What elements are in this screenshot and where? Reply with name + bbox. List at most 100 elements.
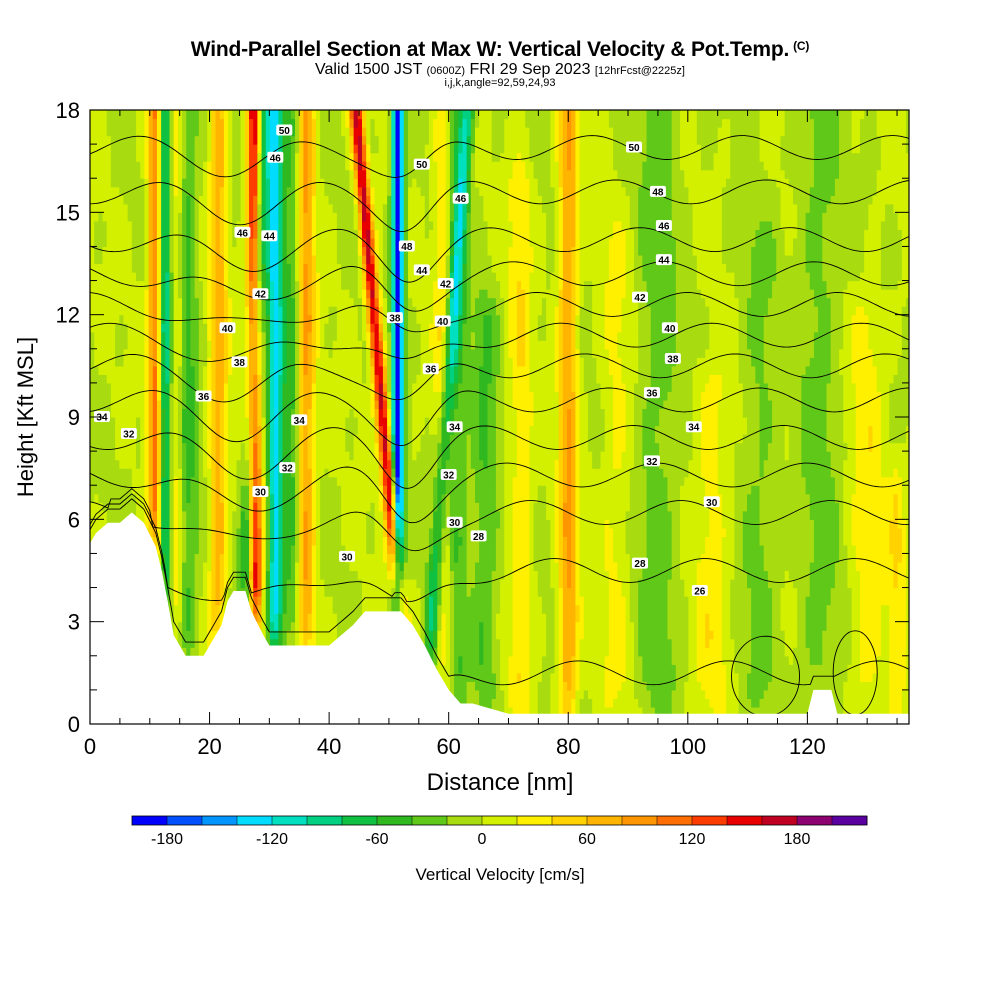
velocity-cell [311, 110, 317, 120]
velocity-cell [90, 289, 95, 299]
velocity-cell [152, 417, 158, 427]
velocity-cell [211, 254, 217, 265]
velocity-cell [131, 144, 137, 154]
velocity-cell [286, 382, 292, 393]
velocity-cell [307, 144, 313, 154]
velocity-cell [115, 297, 120, 307]
velocity-cell [173, 493, 179, 503]
velocity-cell [253, 280, 258, 290]
velocity-cell [257, 254, 263, 265]
velocity-cell [219, 331, 225, 341]
velocity-cell [303, 408, 309, 418]
velocity-cell [332, 468, 338, 478]
velocity-cell [169, 331, 175, 341]
velocity-cell [295, 553, 300, 563]
velocity-cell [156, 280, 162, 290]
velocity-cell [228, 434, 233, 444]
velocity-cell [94, 280, 99, 290]
velocity-cell [370, 280, 376, 290]
velocity-cell [94, 399, 99, 410]
velocity-cell [106, 144, 112, 154]
velocity-cell [370, 323, 376, 333]
velocity-cell [278, 391, 284, 401]
velocity-cell [253, 263, 258, 273]
velocity-cell [161, 374, 166, 384]
velocity-cell [136, 237, 141, 248]
velocity-cell [123, 152, 129, 162]
velocity-cell [362, 323, 367, 333]
velocity-cell [102, 161, 108, 171]
velocity-cell [240, 203, 246, 213]
velocity-cell [161, 161, 166, 171]
velocity-cell [362, 510, 367, 520]
velocity-cell [177, 186, 183, 196]
velocity-cell [173, 570, 179, 580]
velocity-cell [345, 434, 351, 444]
velocity-cell [169, 229, 175, 239]
velocity-cell [324, 152, 330, 162]
velocity-cell [215, 425, 221, 435]
velocity-cell [253, 127, 258, 137]
velocity-cell [232, 365, 238, 375]
velocity-cell [249, 263, 254, 273]
velocity-cell [228, 161, 233, 171]
velocity-cell [290, 348, 296, 358]
velocity-cell [278, 297, 284, 307]
velocity-cell [115, 502, 120, 512]
velocity-cell [303, 493, 309, 503]
velocity-cell [90, 357, 95, 367]
velocity-cell [278, 254, 284, 265]
velocity-cell [219, 118, 225, 128]
velocity-cell [144, 272, 150, 282]
velocity-cell [341, 561, 346, 572]
velocity-cell [353, 391, 359, 401]
velocity-cell [320, 161, 325, 171]
velocity-cell [94, 314, 99, 324]
velocity-cell [161, 519, 166, 529]
velocity-cell [345, 314, 351, 324]
velocity-cell [98, 246, 104, 256]
velocity-cell [236, 186, 242, 196]
velocity-cell [336, 229, 342, 239]
velocity-cell [278, 621, 284, 631]
velocity-cell [295, 630, 300, 640]
velocity-cell [228, 587, 233, 597]
velocity-cell [341, 417, 346, 427]
velocity-cell [345, 468, 351, 478]
velocity-cell [345, 306, 351, 316]
velocity-cell [295, 263, 300, 273]
velocity-cell [131, 451, 137, 461]
velocity-cell [282, 297, 288, 307]
velocity-cell [102, 451, 108, 461]
velocity-cell [274, 348, 279, 358]
velocity-cell [269, 374, 275, 384]
velocity-cell [349, 186, 355, 196]
velocity-cell [261, 536, 267, 546]
velocity-cell [236, 527, 242, 537]
velocity-cell [282, 408, 288, 418]
velocity-cell [253, 203, 258, 213]
velocity-cell [228, 195, 233, 205]
velocity-cell [106, 178, 112, 188]
velocity-cell [161, 408, 166, 418]
velocity-cell [328, 144, 334, 154]
velocity-cell [332, 374, 338, 384]
velocity-cell [194, 647, 200, 657]
velocity-cell [290, 434, 296, 444]
velocity-cell [328, 510, 334, 520]
velocity-cell [106, 340, 112, 350]
velocity-cell [332, 289, 338, 299]
velocity-cell [299, 561, 305, 572]
velocity-cell [286, 186, 292, 196]
velocity-cell [341, 442, 346, 452]
velocity-cell [207, 399, 212, 410]
velocity-cell [119, 254, 125, 265]
velocity-cell [102, 229, 108, 239]
velocity-cell [127, 135, 133, 145]
velocity-cell [211, 374, 217, 384]
velocity-cell [366, 323, 371, 333]
velocity-cell [115, 408, 120, 418]
velocity-cell [249, 374, 254, 384]
velocity-cell [173, 365, 179, 375]
velocity-cell [228, 425, 233, 435]
